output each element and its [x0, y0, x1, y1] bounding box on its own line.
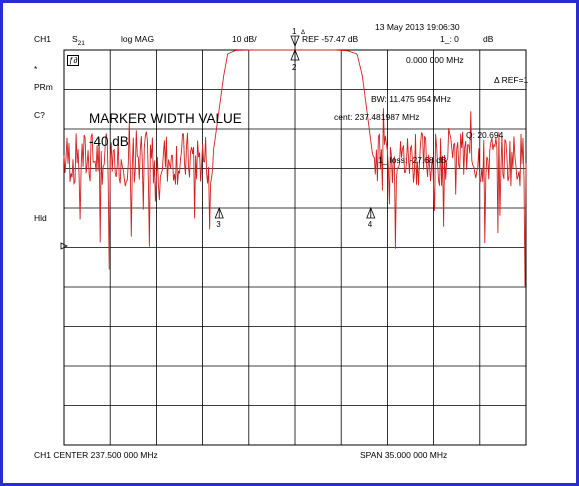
marker-width-value: -40 dB [89, 134, 129, 149]
marker-2-label: 2 [292, 63, 297, 72]
bandwidth-readout: BW: 11.475 954 MHz [371, 94, 452, 104]
star-indicator: * [34, 64, 38, 74]
graticule [63, 49, 527, 446]
datetime: 13 May 2013 19:06:30 [375, 22, 460, 32]
q-readout: Q: 20.694 [466, 130, 504, 140]
channel-label: CH1 [34, 34, 52, 44]
marker-layer: 1 Δ 2 3 4 [214, 27, 376, 229]
marker-width-title: MARKER WIDTH VALUE [89, 111, 242, 126]
marker-2: 2 [290, 48, 300, 72]
marker-3-label: 3 [216, 220, 221, 229]
scale-label: 10 dB/ [232, 34, 257, 44]
s-parameter-letter: S [72, 34, 78, 44]
s-parameter-sub: 21 [77, 40, 85, 47]
delta-ref-label: Δ REF=1 [494, 75, 529, 85]
marker-4-label: 4 [368, 220, 373, 229]
center-frequency: CH1 CENTER 237.500 000 MHz [34, 450, 158, 460]
s-parameter: S21 [72, 34, 85, 47]
hld-indicator: Hld [34, 213, 47, 223]
marker-frequency: 0.000 000 MHz [406, 55, 464, 65]
marker-1-delta: Δ [301, 30, 305, 36]
marker-readout-left: 1_: 0 [440, 34, 459, 44]
span-frequency: SPAN 35.000 000 MHz [360, 450, 448, 460]
marker-3: 3 [214, 206, 224, 229]
center-readout: cent: 237.481987 MHz [334, 112, 420, 122]
smoothing-icon: ƒ∂ [67, 55, 80, 66]
c-indicator: C? [34, 110, 45, 120]
marker-1-label: 1 [292, 27, 297, 36]
format-label: log MAG [121, 34, 155, 44]
marker-readout-unit: dB [483, 34, 494, 44]
loss-readout: 1_ loss: -27.68 dB [378, 155, 447, 165]
prm-indicator: PRm [34, 82, 53, 92]
ref-level-arrow [60, 242, 68, 250]
ref-label: REF -57.47 dB [302, 34, 359, 44]
marker-4: 4 [366, 206, 376, 229]
